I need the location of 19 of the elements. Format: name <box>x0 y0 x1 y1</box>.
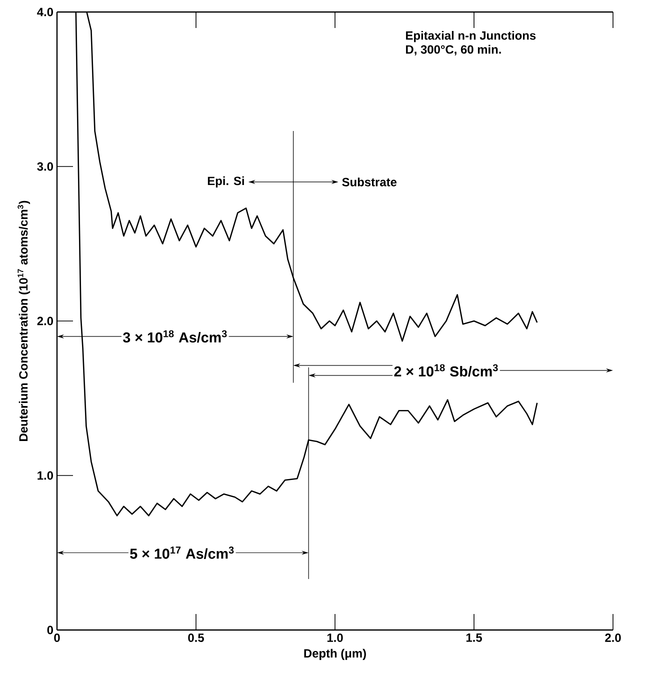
annotation: 3 × 10$^{18}$ As/cm$^{3}$ <box>123 330 227 343</box>
x-tick-label: 0.5 <box>188 634 204 642</box>
annotation: Epi. Si <box>208 176 244 188</box>
y-tick-label: 3.0 <box>37 162 53 171</box>
x-tick-label: 1.0 <box>327 634 343 642</box>
x-tick-label: 1.5 <box>466 634 482 642</box>
annotation: Substrate <box>342 178 397 186</box>
x-axis-title: Depth (μm) <box>304 648 366 660</box>
x-tick-label: 2.0 <box>605 634 621 642</box>
annotation: Epitaxial n-n Junctions <box>406 30 536 42</box>
x-tick-label: 0 <box>54 634 60 642</box>
annotation: 5 × 10$^{17}$ As/cm$^{3}$ <box>130 546 234 559</box>
y-tick-label: 1.0 <box>38 471 53 480</box>
annotation: D, 300°C, 60 min. <box>406 44 501 56</box>
annotation: 2 × 10$^{18}$ Sb/cm$^{3}$ <box>394 364 498 377</box>
y-tick-label: 2.0 <box>37 316 53 326</box>
y-tick-label: 4.0 <box>37 8 53 16</box>
y-axis-title: Deuterium Concentration (10$^{17}$ atoms/cm$^{3}$) <box>18 200 30 441</box>
y-tick-label: 0 <box>47 626 53 634</box>
